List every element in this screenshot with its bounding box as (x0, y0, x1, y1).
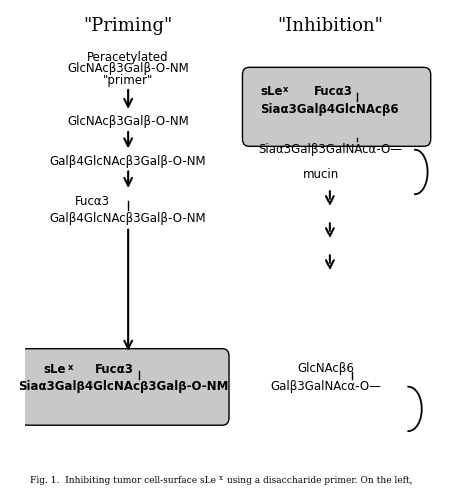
Text: Galβ3GalNAcα-O—: Galβ3GalNAcα-O— (270, 380, 381, 393)
Text: "primer": "primer" (103, 74, 154, 87)
Text: GlcNAcβ3Galβ-O-NM: GlcNAcβ3Galβ-O-NM (67, 62, 189, 75)
Text: Fucα3: Fucα3 (94, 363, 133, 376)
Text: using a disaccharide primer. On the left,: using a disaccharide primer. On the left… (224, 476, 412, 485)
Text: "Priming": "Priming" (83, 17, 173, 36)
Text: Peracetylated: Peracetylated (87, 51, 169, 64)
Text: Fucα3: Fucα3 (314, 85, 353, 98)
Text: Siaα3Galβ4GlcNAcβ3Galβ-O-NM: Siaα3Galβ4GlcNAcβ3Galβ-O-NM (18, 380, 229, 393)
Text: "Inhibition": "Inhibition" (277, 17, 383, 36)
Text: Fucα3: Fucα3 (75, 195, 110, 207)
FancyBboxPatch shape (20, 348, 229, 425)
Text: Galβ4GlcNAcβ3Galβ-O-NM: Galβ4GlcNAcβ3Galβ-O-NM (50, 212, 207, 225)
Text: x: x (68, 363, 73, 372)
Text: Fig. 1.  Inhibiting tumor cell-surface sLe: Fig. 1. Inhibiting tumor cell-surface sL… (29, 476, 216, 485)
Text: mucin: mucin (303, 168, 339, 182)
Text: GlcNAcβ6: GlcNAcβ6 (297, 362, 354, 375)
Text: sLe: sLe (43, 363, 65, 376)
Text: x: x (283, 85, 288, 94)
Text: x: x (219, 474, 223, 482)
Text: Galβ4GlcNAcβ3Galβ-O-NM: Galβ4GlcNAcβ3Galβ-O-NM (50, 154, 207, 168)
Text: Siaα3Galβ3GalNAcα-O—: Siaα3Galβ3GalNAcα-O— (258, 143, 402, 156)
Text: sLe: sLe (260, 85, 283, 98)
Text: Siaα3Galβ4GlcNAcβ6: Siaα3Galβ4GlcNAcβ6 (261, 103, 399, 116)
Text: GlcNAcβ3Galβ-O-NM: GlcNAcβ3Galβ-O-NM (67, 115, 189, 128)
FancyBboxPatch shape (243, 67, 431, 147)
